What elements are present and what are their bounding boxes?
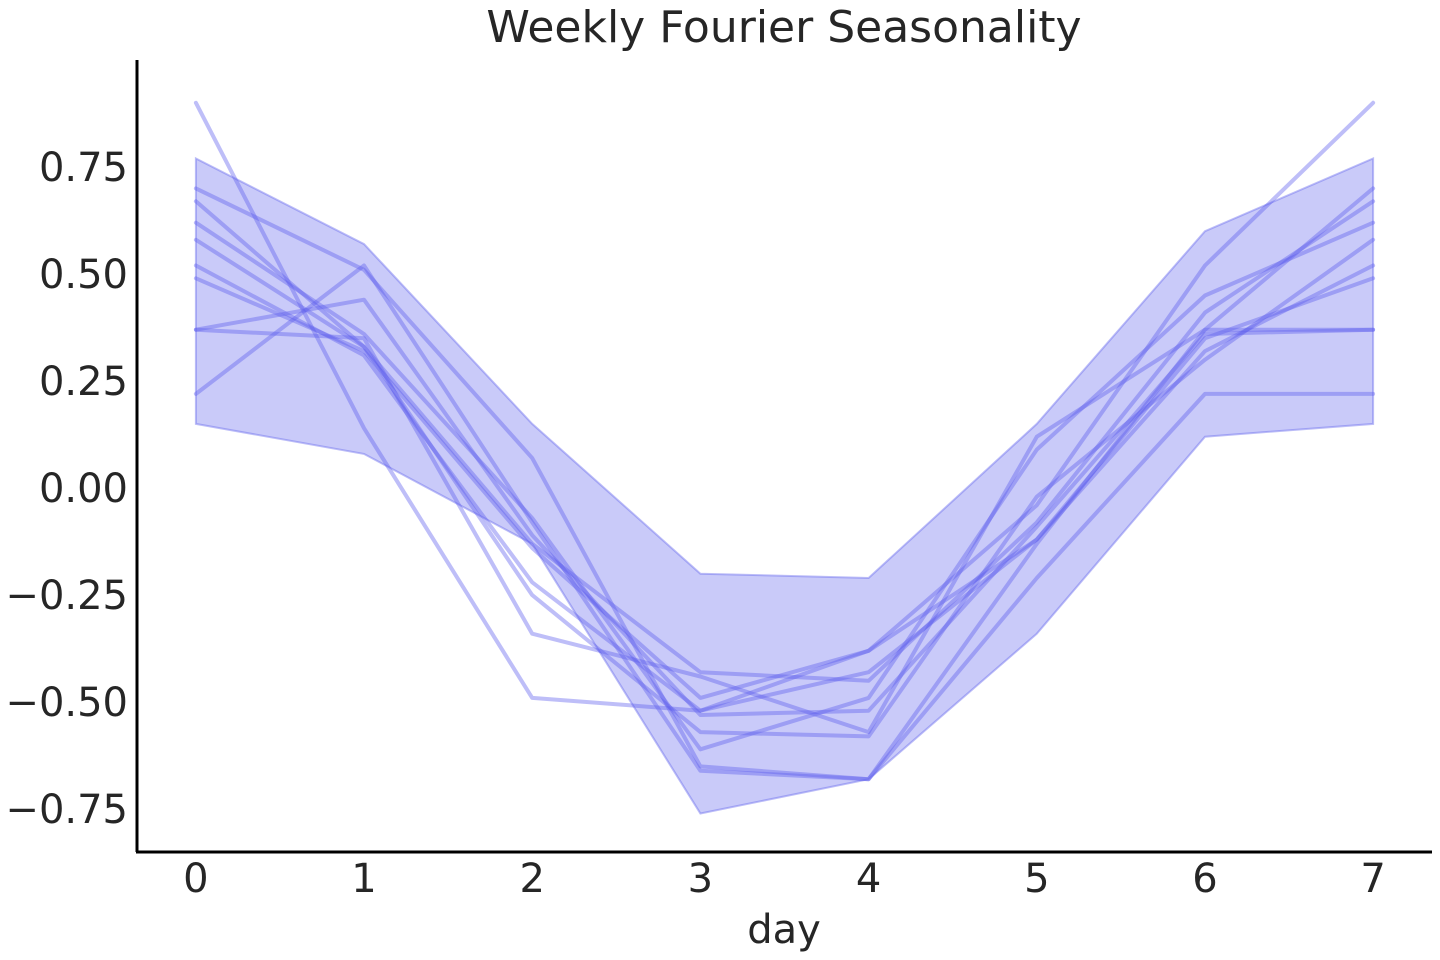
x-tick-label: 5 bbox=[1024, 856, 1049, 902]
x-tick-label: 3 bbox=[688, 856, 713, 902]
series-line-7 bbox=[193, 276, 1376, 700]
x-tick-label: 4 bbox=[856, 856, 881, 902]
series-line-10 bbox=[193, 297, 1376, 717]
x-tick-label: 0 bbox=[183, 856, 208, 902]
x-tick-label: 7 bbox=[1360, 856, 1385, 902]
y-tick-label: −0.75 bbox=[5, 787, 128, 833]
series-line-2 bbox=[193, 186, 1376, 782]
y-tick-label: 0.00 bbox=[39, 466, 128, 512]
y-tick-label: 0.25 bbox=[39, 359, 128, 405]
x-tick-label: 2 bbox=[519, 856, 544, 902]
x-axis-label: day bbox=[747, 907, 821, 953]
x-axis-ticks: 0 1 2 3 4 5 6 7 bbox=[183, 856, 1386, 902]
chart-title: Weekly Fourier Seasonality bbox=[486, 2, 1081, 53]
x-tick-label: 1 bbox=[351, 856, 376, 902]
x-tick-label: 6 bbox=[1192, 856, 1217, 902]
y-tick-label: −0.50 bbox=[5, 680, 128, 726]
y-tick-label: 0.75 bbox=[39, 145, 128, 191]
series-line-4 bbox=[193, 220, 1376, 752]
y-tick-label: −0.25 bbox=[5, 573, 128, 619]
series-line-6 bbox=[193, 263, 1376, 713]
series-line-9 bbox=[193, 263, 1376, 782]
y-axis-ticks: 0.75 0.50 0.25 0.00 −0.25 −0.50 −0.75 bbox=[5, 145, 128, 833]
plot-area bbox=[193, 100, 1376, 815]
y-tick-label: 0.50 bbox=[39, 252, 128, 298]
series-line-5 bbox=[193, 237, 1376, 739]
uncertainty-band bbox=[194, 156, 1375, 815]
series-line-8 bbox=[193, 327, 1376, 735]
series-line-3 bbox=[193, 199, 1376, 683]
series-line-1 bbox=[193, 100, 1376, 713]
